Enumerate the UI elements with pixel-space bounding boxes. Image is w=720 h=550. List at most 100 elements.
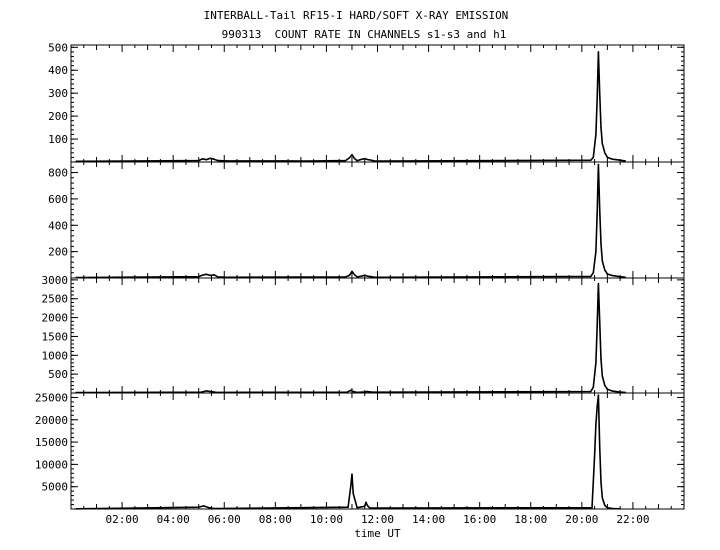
panel-4-data-point: [75, 508, 77, 510]
panel-3-data-point: [597, 282, 600, 285]
panel-2-data-point: [364, 274, 366, 276]
panel-3-data-point: [364, 391, 366, 393]
panel-1-data-point: [370, 159, 372, 161]
panel-3-data-point: [205, 390, 208, 392]
panel-2-data-point: [209, 274, 211, 277]
panel-4-data-point: [356, 506, 358, 509]
panel-3-data-point: [590, 390, 592, 393]
panel-2-data-point: [217, 276, 219, 278]
panel-2-data-point: [606, 273, 609, 275]
panel-3-y-tick-label: 500: [48, 368, 68, 381]
panel-1-data-point: [305, 160, 307, 162]
panel-1-data-point: [364, 157, 366, 160]
x-tick-label: 08:00: [259, 513, 292, 526]
panel-1-data-point: [595, 133, 597, 136]
panel-4-data-point: [349, 485, 352, 488]
panel-2-data-point: [198, 275, 200, 278]
panel-2-data-point: [351, 270, 353, 273]
panel-2-data-point: [361, 275, 363, 277]
panel-3-data-point: [349, 389, 352, 392]
panel-3-data-point: [601, 375, 603, 377]
panel-4-data-point: [369, 507, 371, 509]
panel-3-data-point: [210, 390, 213, 393]
x-tick-label: 10:00: [310, 513, 343, 526]
panel-1-data-point: [209, 157, 211, 160]
x-tick-label: 22:00: [616, 513, 649, 526]
panel-1-data-point: [374, 160, 376, 162]
panel-1-data-point: [619, 159, 621, 161]
panel-2-y-tick-label: 800: [48, 167, 68, 180]
panel-1-data-point: [606, 156, 609, 159]
panel-4-y-tick-label: 5000: [42, 481, 69, 494]
panel-2-data-point: [601, 260, 603, 262]
panel-4-data-point: [203, 505, 205, 507]
panel-4-data-point: [364, 505, 366, 508]
panel-2-data-point: [604, 269, 606, 271]
panel-2-data-point: [366, 275, 368, 277]
panel-1-data-point: [356, 159, 358, 162]
panel-1-data-point: [205, 159, 208, 161]
panel-1-data-point: [590, 159, 592, 161]
panel-4-data-point: [600, 481, 602, 483]
panel-2-data-point: [348, 274, 351, 277]
panel-4-y-tick-label: 25000: [35, 391, 68, 404]
panel-3-y-tick-label: 2000: [42, 312, 69, 325]
panel-4-data-point: [347, 506, 349, 508]
panel-1-data-point: [344, 159, 347, 162]
x-axis-label: time UT: [354, 527, 401, 540]
panel-2-data-point: [600, 243, 602, 245]
panel-1-data-point: [596, 97, 598, 99]
panel-4-data-point: [591, 506, 593, 509]
x-tick-label: 16:00: [463, 513, 496, 526]
panel-2-frame: [70, 161, 685, 279]
panel-1-data-point: [601, 142, 603, 145]
panel-1-data-point: [201, 158, 204, 160]
panel-4-data-point: [208, 506, 210, 509]
panel-3-data-point: [606, 388, 609, 390]
panel-2-data-point: [353, 274, 356, 276]
panel-1-data-point: [597, 51, 600, 53]
panel-2-data-point: [344, 276, 347, 278]
panel-1-y-tick-label: 300: [48, 87, 68, 100]
chart-subtitle: 990313 COUNT RATE IN CHANNELS s1-s3 and …: [221, 28, 507, 41]
panel-4-data-point: [596, 405, 598, 408]
panel-3-y-tick-label: 1500: [42, 330, 69, 343]
panel-2-y-tick-label: 400: [48, 219, 68, 232]
panel-4-data-point: [601, 497, 603, 499]
x-tick-label: 14:00: [412, 513, 445, 526]
panel-1-y-tick-label: 100: [48, 133, 68, 146]
panel-2-data-point: [599, 208, 601, 211]
panel-4-series-line: [76, 394, 621, 510]
panel-2-y-tick-label: 600: [48, 193, 68, 206]
x-tick-label: 06:00: [208, 513, 241, 526]
panel-4-data-point: [606, 506, 609, 509]
panel-3-data-point: [596, 324, 598, 326]
panel-1-data-point: [198, 159, 200, 162]
x-tick-label: 20:00: [565, 513, 598, 526]
panel-3-data-point: [366, 390, 368, 393]
panel-3-data-point: [619, 391, 621, 393]
panel-2-data-point: [590, 275, 592, 278]
panel-3-data-point: [611, 390, 614, 392]
panel-1-data-point: [600, 126, 602, 129]
panel-3-data-point: [592, 386, 595, 389]
panel-3-data-point: [604, 384, 606, 387]
panel-4-data-point: [604, 504, 606, 507]
x-tick-label: 02:00: [106, 513, 139, 526]
panel-4-y-tick-label: 20000: [35, 414, 68, 427]
panel-1-data-point: [348, 157, 351, 159]
panel-4-data-point: [611, 507, 614, 510]
panel-2-data-point: [597, 163, 600, 166]
panel-3-series-line: [76, 282, 626, 394]
x-tick-label: 18:00: [514, 513, 547, 526]
panel-1-data-point: [604, 152, 606, 154]
panel-3-data-point: [595, 362, 597, 364]
panel-3-y-tick-label: 3000: [42, 274, 69, 287]
panel-3-data-point: [352, 390, 354, 393]
panel-3-data-point: [599, 320, 601, 323]
panel-3-y-tick-label: 2500: [42, 293, 69, 306]
panel-2-data-point: [611, 274, 614, 277]
panel-4-data-point: [213, 507, 215, 510]
panel-1-data-point: [213, 158, 215, 160]
panel-4-data-point: [366, 504, 368, 507]
